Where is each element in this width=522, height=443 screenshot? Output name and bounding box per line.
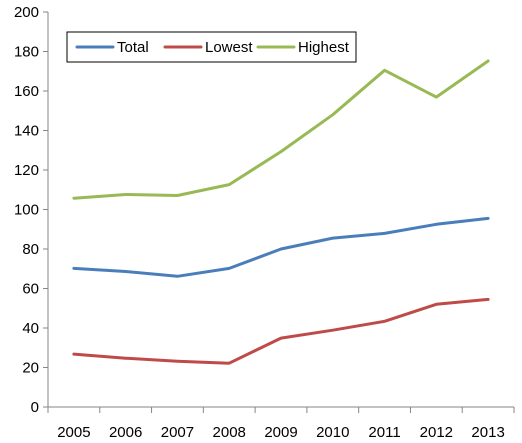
y-tick-label: 140 — [14, 123, 39, 140]
y-tick-label: 40 — [22, 320, 39, 337]
y-tick-label: 160 — [14, 83, 39, 100]
x-tick-label: 2012 — [420, 424, 453, 441]
x-tick-label: 2010 — [316, 424, 349, 441]
x-tick-label: 2011 — [368, 424, 400, 441]
series-line-lowest — [72, 297, 490, 365]
legend: Total Lowest Highest — [66, 31, 357, 63]
legend-box — [66, 31, 357, 63]
y-tick-label: 120 — [14, 162, 39, 179]
x-tick-label: 2009 — [264, 424, 297, 441]
y-tick-label: 20 — [22, 360, 39, 377]
y-tick-label: 80 — [22, 241, 39, 258]
plot-area — [48, 12, 514, 407]
x-tick-label: 2005 — [57, 424, 90, 441]
x-tick-label: 2008 — [213, 424, 246, 441]
y-tick-label: 180 — [14, 44, 39, 61]
legend-item-total: Total — [75, 39, 149, 56]
x-tick-label: 2007 — [161, 424, 194, 441]
axes: 0 20 40 60 80 100 120 140 160 180 200 2005 2006 2007 2… — [14, 4, 515, 441]
legend-label: Total — [117, 39, 149, 56]
x-tick-label: 2013 — [471, 424, 504, 441]
legend-item-highest: Highest — [256, 39, 350, 56]
series-line-highest — [72, 59, 490, 200]
legend-label: Highest — [298, 39, 350, 56]
y-tick-label: 60 — [22, 281, 39, 298]
series-line-total — [72, 216, 490, 278]
y-tick-label: 200 — [14, 4, 39, 21]
legend-item-lowest: Lowest — [163, 39, 253, 56]
x-tick-label: 2006 — [109, 424, 142, 441]
legend-label: Lowest — [205, 39, 253, 56]
series-lines — [72, 59, 490, 365]
y-tick-label: 100 — [14, 202, 39, 219]
y-tick-label: 0 — [31, 399, 39, 416]
